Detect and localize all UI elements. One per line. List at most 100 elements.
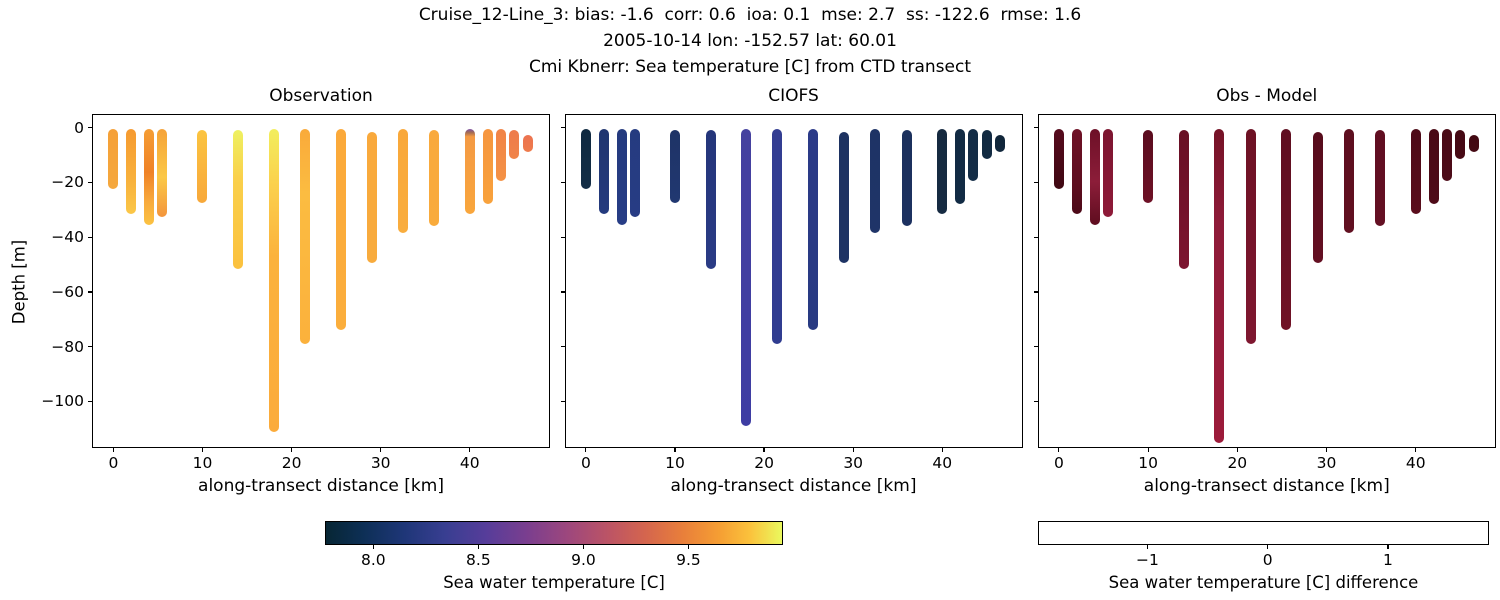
x-tick [290, 448, 293, 452]
ctd-cast-bar [1053, 129, 1064, 190]
x-tick-label: 10 [665, 454, 685, 472]
ctd-cast-bar [901, 130, 912, 227]
ctd-cast-bar [429, 130, 440, 227]
colorbar-tick [1387, 545, 1389, 549]
ctd-cast-bar [1071, 129, 1082, 214]
colorbar-tick [1267, 545, 1269, 549]
y-tick [88, 127, 92, 129]
colorbar-tick-label: 9.5 [676, 551, 701, 569]
panel-title-observation: Observation [269, 86, 373, 106]
x-tick-label: 20 [754, 454, 774, 472]
ctd-cast-bar [772, 129, 783, 344]
y-tick-label: −60 [51, 282, 84, 301]
x-tick [852, 448, 854, 452]
x-tick-label: 20 [281, 454, 302, 472]
y-tick [88, 346, 92, 348]
ctd-cast-bar [1245, 129, 1256, 344]
x-tick-label: 0 [108, 454, 119, 472]
colorbar-balance [1038, 521, 1489, 545]
x-tick [1325, 448, 1328, 452]
y-tick [560, 400, 565, 403]
ctd-cast-bar [157, 129, 168, 217]
y-tick [1033, 291, 1038, 293]
ctd-cast-bar [366, 131, 377, 264]
ctd-cast-bar [495, 129, 506, 182]
ctd-cast-bar [522, 134, 533, 153]
y-tick [88, 181, 92, 184]
ctd-cast-bar [870, 129, 881, 234]
ctd-cast-bar [808, 129, 819, 331]
x-axis-label: along-transect distance [km] [670, 476, 917, 496]
ctd-cast-bar [464, 129, 475, 214]
x-tick-label: 10 [192, 454, 213, 472]
ctd-cast-bar [1214, 129, 1225, 443]
colorbar-tick [477, 545, 479, 549]
ctd-cast-bar [1089, 129, 1100, 225]
x-tick [1147, 448, 1149, 452]
colorbar-tick [1146, 545, 1149, 549]
y-tick [560, 127, 565, 129]
x-tick-label: 40 [459, 454, 480, 472]
ctd-cast-bar [1375, 130, 1386, 227]
colorbar-label: Sea water temperature [C] [443, 573, 665, 592]
y-tick [1033, 181, 1038, 184]
ctd-cast-bar [981, 130, 992, 160]
ctd-cast-bar [968, 129, 979, 182]
ctd-cast-bar [397, 129, 408, 234]
ctd-cast-bar [1468, 134, 1479, 153]
ctd-cast-bar [108, 129, 119, 190]
colorbar-label: Sea water temperature [C] difference [1108, 573, 1419, 592]
x-tick-label: 0 [1053, 454, 1064, 472]
ctd-cast-bar [299, 129, 310, 344]
ctd-cast-bar [1143, 130, 1154, 203]
y-tick [560, 346, 565, 348]
y-tick [1033, 400, 1038, 403]
colorbar-tick [582, 545, 584, 549]
x-tick-label: 0 [580, 454, 591, 472]
ctd-cast-bar [1343, 129, 1354, 234]
y-tick-label: −80 [51, 337, 84, 356]
y-tick [88, 291, 92, 293]
ctd-cast-bar [335, 129, 346, 331]
ctd-cast-bar [705, 130, 716, 269]
colorbar-thermal [325, 521, 783, 545]
figure-title-line1: Cruise_12-Line_3: bias: -1.6 corr: 0.6 i… [418, 5, 1082, 25]
colorbar-tick-label: 9.0 [571, 551, 596, 569]
colorbar-tick [687, 545, 690, 549]
x-tick [469, 448, 471, 452]
panel-title-obs-model: Obs - Model [1216, 86, 1318, 106]
y-tick [88, 400, 92, 403]
x-tick-label: 40 [932, 454, 953, 472]
y-tick [560, 181, 565, 184]
x-tick [674, 448, 676, 452]
ctd-cast-bar [955, 129, 966, 205]
x-tick [201, 448, 204, 452]
ctd-cast-bar [1178, 130, 1189, 269]
ctd-cast-bar [839, 131, 850, 264]
ctd-cast-bar [126, 129, 137, 214]
ctd-cast-bar [197, 130, 208, 203]
ctd-cast-bar [1102, 129, 1113, 217]
ctd-cast-bar [598, 129, 609, 214]
colorbar-tick-label: 8.0 [360, 551, 386, 569]
x-tick [380, 448, 382, 452]
ctd-cast-bar [1281, 129, 1292, 331]
ctd-cast-bar [937, 129, 948, 214]
ctd-cast-bar [580, 129, 591, 190]
x-tick [1236, 448, 1238, 452]
x-tick-label: 10 [1138, 454, 1158, 472]
x-tick-label: 30 [370, 454, 391, 472]
panel-title-ciofs: CIOFS [768, 86, 819, 106]
ctd-cast-bar [268, 129, 279, 432]
ctd-cast-bar [669, 130, 680, 203]
ctd-cast-bar [482, 129, 493, 205]
y-tick [560, 291, 565, 293]
x-tick [941, 448, 943, 452]
ctd-cast-bar [144, 129, 155, 225]
x-axis-label: along-transect distance [km] [198, 476, 444, 496]
ctd-cast-bar [1455, 130, 1466, 160]
figure-title-line2: 2005-10-14 lon: -152.57 lat: 60.01 [603, 31, 897, 51]
ctd-cast-bar [1428, 129, 1439, 205]
colorbar-tick-label: 8.5 [466, 551, 491, 569]
